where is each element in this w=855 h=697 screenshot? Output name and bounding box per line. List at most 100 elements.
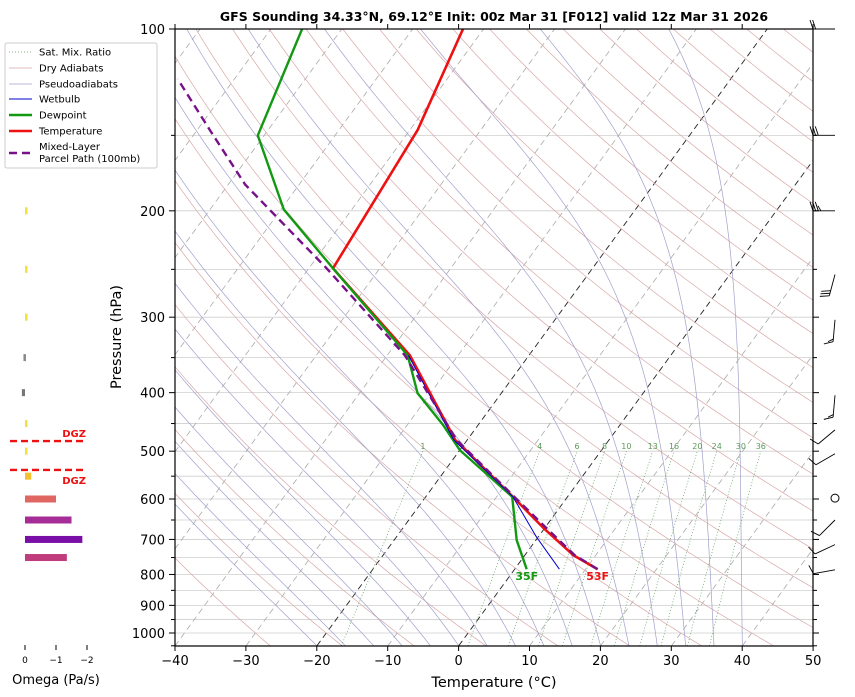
dry-adiabat bbox=[175, 492, 343, 646]
omega-tick-label: 0 bbox=[22, 656, 28, 666]
wind-barb bbox=[810, 519, 836, 536]
wind-barb bbox=[809, 201, 835, 212]
wind-barb bbox=[808, 544, 836, 555]
y-tick-label: 700 bbox=[140, 533, 165, 548]
wind-barb bbox=[809, 19, 835, 30]
wind-barb bbox=[809, 429, 836, 445]
pseudoadiabat bbox=[175, 406, 403, 646]
mixing-ratio-label: 20 bbox=[692, 442, 702, 451]
y-tick-label: 400 bbox=[140, 387, 165, 402]
barb-feather bbox=[810, 530, 820, 536]
dgz-label: DGZ bbox=[62, 476, 86, 487]
barb-shaft bbox=[832, 395, 836, 418]
omega-bar bbox=[25, 516, 72, 524]
x-tick-label: 50 bbox=[805, 654, 822, 669]
barb-feather bbox=[812, 19, 817, 30]
y-tick-label: 1000 bbox=[132, 627, 165, 642]
dry-adiabat bbox=[746, 29, 813, 83]
dry-adiabat bbox=[195, 29, 813, 589]
pseudoadiabat bbox=[668, 29, 743, 646]
mixing-ratio-line bbox=[660, 451, 718, 646]
barb-feather bbox=[808, 565, 814, 574]
mixing-ratio-label: 13 bbox=[648, 442, 658, 451]
omega-bar bbox=[25, 472, 32, 480]
pseudoadiabat bbox=[175, 328, 459, 646]
mixing-ratio-line bbox=[508, 451, 578, 646]
omega-bar bbox=[25, 535, 83, 543]
dry-adiabat bbox=[232, 29, 813, 550]
trace-mixed-layer-parcel-path-100mb- bbox=[176, 78, 599, 571]
omega-tick-label: −1 bbox=[49, 656, 62, 666]
x-axis-label: Temperature (°C) bbox=[430, 675, 556, 691]
dgz-label: DGZ bbox=[62, 429, 86, 440]
dry-adiabat bbox=[379, 29, 813, 403]
wind-barb bbox=[823, 319, 836, 345]
isotherm bbox=[175, 29, 626, 646]
barb-feather bbox=[812, 126, 817, 136]
pseudoadiabat bbox=[186, 29, 601, 646]
pseudoadiabat bbox=[175, 282, 488, 646]
legend-label: Parcel Path (100mb) bbox=[39, 154, 140, 165]
dry-adiabat bbox=[489, 29, 813, 301]
plot-frame bbox=[174, 28, 814, 647]
mixing-ratio-line bbox=[687, 451, 742, 646]
y-axis-label: Pressure (hPa) bbox=[109, 285, 125, 389]
legend-label: Dry Adiabats bbox=[39, 64, 103, 75]
barb-feather bbox=[809, 19, 814, 30]
mixing-ratio-line bbox=[467, 451, 541, 646]
chart-title: GFS Sounding 34.33°N, 69.12°E Init: 00z … bbox=[220, 9, 768, 24]
dry-adiabat bbox=[175, 55, 813, 628]
pseudoadiabat bbox=[175, 96, 573, 646]
x-tick-label: −40 bbox=[161, 654, 188, 669]
pseudoadiabat bbox=[324, 29, 658, 646]
omega-bar bbox=[25, 207, 28, 215]
wind-barb bbox=[809, 126, 835, 136]
x-tick-label: 30 bbox=[663, 654, 680, 669]
omega-panel: DGZ DGZ 0 −1 −2 bbox=[10, 207, 94, 666]
wind-barbs bbox=[808, 19, 840, 575]
x-tick-label: −30 bbox=[232, 654, 259, 669]
pseudoadiabat bbox=[175, 369, 431, 646]
barb-feather bbox=[814, 201, 819, 211]
y-tick-label: 500 bbox=[140, 445, 165, 460]
omega-bar bbox=[25, 420, 28, 428]
barb-shaft bbox=[819, 519, 836, 536]
barb-feather bbox=[817, 205, 822, 212]
mixing-ratio-label: 36 bbox=[756, 442, 766, 451]
dry-adiabat bbox=[175, 557, 271, 646]
isotherm bbox=[175, 29, 484, 453]
dry-adiabat bbox=[175, 429, 415, 646]
trace-temperature bbox=[331, 29, 599, 571]
omega-bar bbox=[25, 447, 28, 455]
wind-barb bbox=[808, 453, 836, 466]
mixing-ratio-line bbox=[341, 451, 424, 646]
mixing-ratio-label: 16 bbox=[669, 442, 679, 451]
dry-adiabat bbox=[175, 303, 558, 646]
mixing-ratio-label: 1 bbox=[420, 442, 425, 451]
legend-label: Mixed-Layer bbox=[39, 142, 101, 153]
trace-wetbulb bbox=[407, 355, 560, 570]
trace-dewpoint bbox=[256, 29, 528, 570]
legend-label: Wetbulb bbox=[39, 95, 80, 106]
dry-adiabat bbox=[175, 118, 774, 646]
mixing-ratio-label: 24 bbox=[712, 442, 722, 451]
y-tick-label: 900 bbox=[140, 599, 165, 614]
isotherm bbox=[458, 159, 813, 646]
pseudoadiabat bbox=[175, 503, 318, 646]
axes: 1 4 6 8 10 13 16 20 24 30 36 35F 53F −40 −30 −20 −10 0 10 2… bbox=[132, 23, 821, 669]
dry-adiabat bbox=[269, 29, 813, 512]
isotherm bbox=[316, 29, 768, 646]
y-tick-label: 600 bbox=[140, 493, 165, 508]
dry-adiabat bbox=[305, 29, 813, 475]
omega-axis-label: Omega (Pa/s) bbox=[12, 673, 100, 688]
barb-shaft bbox=[828, 274, 836, 296]
isotherm bbox=[812, 645, 813, 646]
pseudoadiabat bbox=[420, 29, 686, 646]
dry-adiabat bbox=[175, 241, 630, 646]
background-lines bbox=[175, 29, 813, 646]
omega-bar bbox=[23, 354, 26, 362]
barb-feather bbox=[827, 414, 834, 418]
barb-shaft bbox=[817, 429, 836, 445]
barb-feather bbox=[827, 338, 834, 343]
barb-feather bbox=[809, 438, 819, 445]
